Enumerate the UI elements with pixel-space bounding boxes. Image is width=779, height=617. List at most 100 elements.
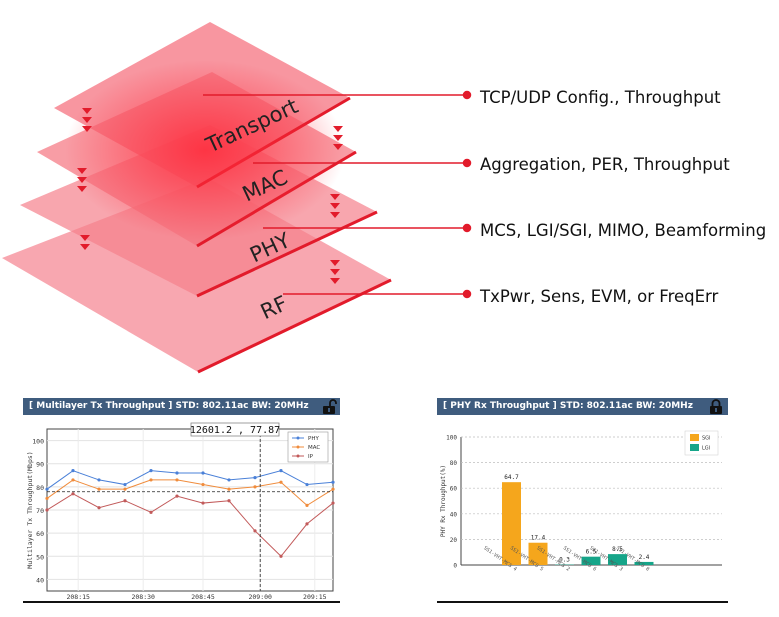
legend-box: [287, 431, 329, 463]
point-mac-4: [149, 478, 153, 482]
point-mac-11: [331, 487, 335, 491]
legend-label-ip: IP: [308, 454, 314, 460]
layer-desc-transport: TCP/UDP Config., Throughput: [480, 88, 721, 107]
point-ip-11: [331, 501, 335, 505]
point-ip-0: [45, 508, 49, 512]
chart-legend: SGI LGI: [684, 430, 719, 456]
series-line-ip: [46, 493, 334, 558]
center-glow: [65, 60, 345, 240]
point-ip-2: [97, 506, 101, 510]
down-chevrons-right-2: [330, 194, 340, 218]
rx-throughput-panel: [ PHY Rx Throughput ] STD: 802.11ac BW: …: [437, 398, 728, 603]
cursor-readout-box: [190, 422, 280, 437]
y-tick-label-0: 40: [36, 576, 44, 584]
point-mac-2: [97, 487, 101, 491]
leader-dot-transport: [462, 90, 472, 100]
y-tick-label-1: 20: [450, 537, 458, 544]
layer-stack-graphic: Transport MAC PHY RF: [2, 22, 472, 374]
down-chevrons-left-3: [80, 235, 90, 250]
legend-swatch-lgi: [690, 444, 699, 451]
tx-throughput-chart: 40 50 60 70 80 90 100 208:15 208:30 208:45 209:00 2…: [26, 422, 335, 601]
leader-dot-phy: [462, 223, 472, 233]
tx-panel-header: [ Multilayer Tx Throughput ] STD: 802.11…: [23, 398, 340, 415]
bar-3: [581, 556, 601, 565]
series-line-mac: [46, 479, 334, 506]
bar-value-label-2: 0.3: [559, 557, 570, 564]
bar-4: [608, 554, 627, 565]
legend-marker-ip: [296, 454, 300, 458]
y-tick-label-4: 80: [450, 460, 458, 467]
layer-desc-phy: MCS, LGI/SGI, MIMO, Beamforming: [480, 221, 767, 240]
x-tick-label-4: 209:15: [303, 593, 327, 601]
point-ip-9: [279, 554, 283, 558]
locked-padlock-icon[interactable]: [708, 399, 724, 415]
point-mac-10: [305, 503, 309, 507]
x-tick-label-2: 208:45: [191, 593, 215, 601]
point-ip-6: [201, 501, 205, 505]
down-chevrons-right-3: [330, 260, 340, 284]
point-mac-3: [123, 487, 127, 491]
y-tick-label-6: 100: [32, 438, 44, 446]
point-phy-9: [279, 469, 283, 473]
chart-legend: PHY MAC IP: [287, 431, 329, 463]
down-chevrons-left-1: [82, 108, 92, 132]
bar-value-label-5: 2.4: [639, 554, 650, 561]
leader-dot-mac: [462, 158, 472, 168]
point-ip-3: [123, 499, 127, 503]
layer-desc-mac: Aggregation, PER, Throughput: [480, 155, 730, 174]
bar-value-label-1: 17.4: [531, 535, 546, 542]
bar-1: [528, 542, 548, 565]
y-tick-label-2: 40: [450, 511, 458, 518]
bar-5: [634, 561, 654, 565]
legend-label-sgi: SGI: [702, 436, 711, 442]
point-phy-1: [71, 469, 75, 473]
y-tick-label-4: 80: [36, 484, 44, 492]
point-ip-1: [71, 492, 75, 496]
point-mac-9: [279, 480, 283, 484]
unlocked-padlock-icon[interactable]: [321, 399, 337, 415]
layer-rf-edge: [197, 278, 392, 374]
layer-desc-rf: TxPwr, Sens, EVM, or FreqErr: [480, 287, 719, 306]
y-tick-label-3: 60: [450, 486, 458, 493]
point-phy-10: [305, 482, 309, 487]
point-ip-7: [227, 499, 231, 503]
y-axis-label: PHY Rx Throughput(%): [440, 465, 447, 537]
point-phy-7: [227, 478, 231, 482]
bar-value-label-3: 6.5: [586, 549, 597, 556]
x-tick-label-1: 208:30: [131, 593, 155, 601]
y-tick-label-3: 70: [36, 507, 44, 515]
point-mac-5: [175, 478, 179, 482]
x-tick-label-0: 208:15: [66, 593, 90, 601]
point-ip-4: [149, 510, 153, 514]
layer-stack-diagram: Transport MAC PHY RF TCP/UDP Config., Th…: [2, 22, 767, 374]
point-phy-11: [331, 480, 335, 484]
series-line-phy: [46, 470, 334, 490]
point-phy-4: [149, 469, 153, 473]
point-mac-0: [45, 496, 49, 501]
point-phy-0: [45, 487, 49, 491]
rx-panel-header: [ PHY Rx Throughput ] STD: 802.11ac BW: …: [437, 398, 728, 415]
rx-panel-rule: [437, 601, 728, 603]
legend-label-phy: PHY: [308, 436, 319, 442]
point-mac-1: [71, 478, 75, 482]
y-tick-label-0: 0: [453, 563, 457, 570]
bar-0: [502, 482, 521, 565]
tx-throughput-panel: [ Multilayer Tx Throughput ] STD: 802.11…: [23, 398, 340, 603]
down-chevrons-right-1: [333, 126, 343, 150]
legend-swatch-sgi: [690, 434, 699, 441]
leader-dot-rf: [462, 289, 472, 299]
legend-marker-phy: [296, 436, 300, 440]
point-phy-3: [123, 482, 127, 487]
legend-label-mac: MAC: [308, 445, 320, 451]
y-tick-label-5: 90: [36, 461, 44, 469]
point-ip-8: [253, 529, 257, 533]
y-axis-label: Multilayer Tx Throughput(Mbps): [26, 451, 34, 568]
point-phy-2: [97, 478, 101, 482]
cursor-readout: 12601.2 , 77.87: [190, 425, 280, 436]
legend-label-lgi: LGI: [702, 446, 710, 452]
y-tick-label-2: 60: [36, 530, 44, 538]
point-phy-6: [201, 471, 205, 475]
layer-phy-edge: [196, 210, 378, 298]
point-phy-5: [175, 471, 179, 475]
